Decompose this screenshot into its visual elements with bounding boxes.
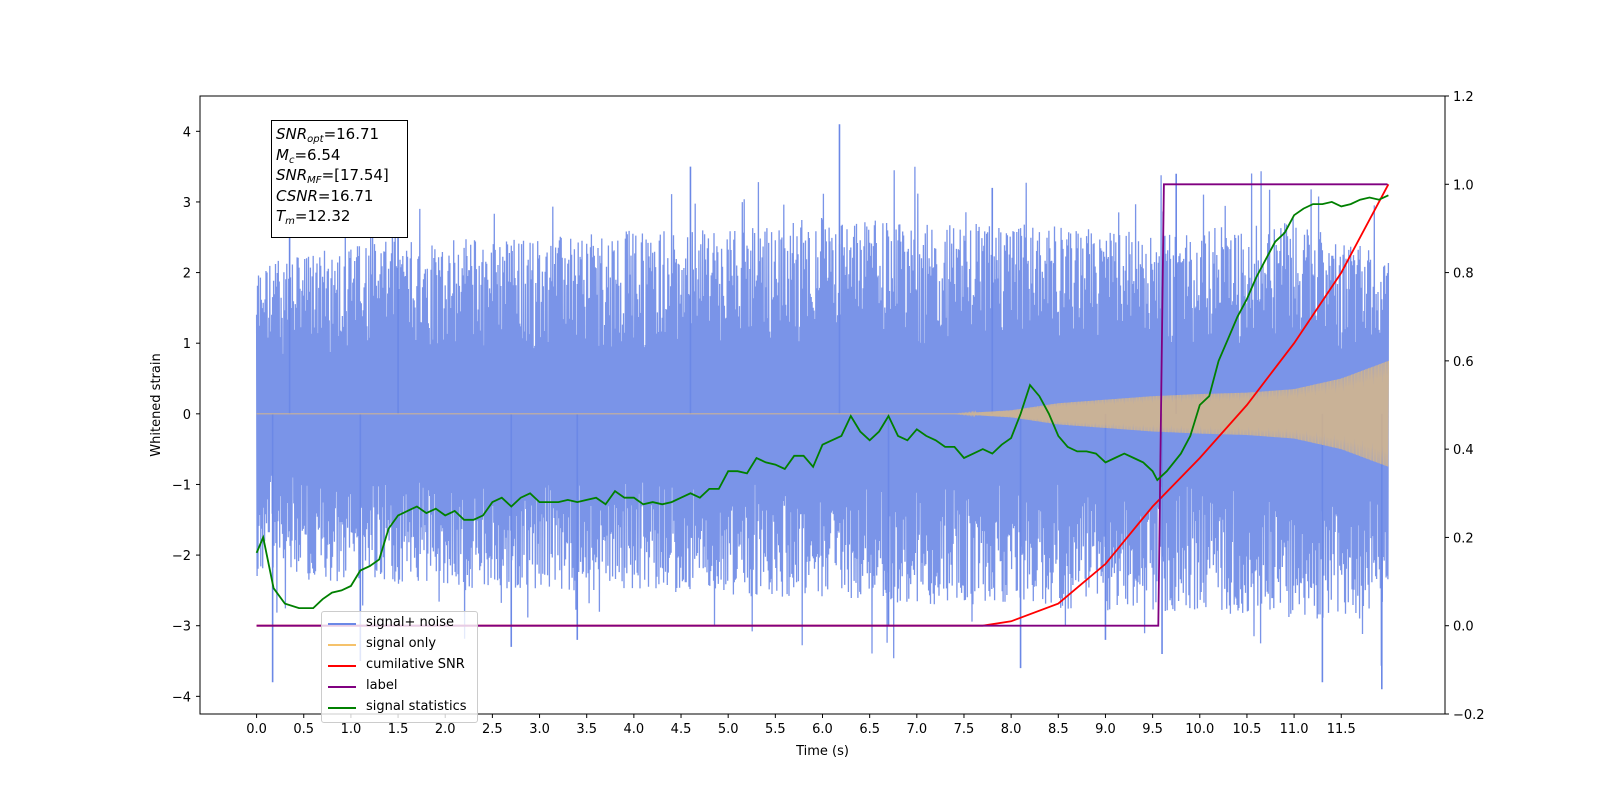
y-tick-label: 3 <box>183 196 191 211</box>
y-right-tick-label: 0.0 <box>1453 620 1474 635</box>
series-signal-statistics <box>255 194 1389 609</box>
stats-line-csnr: CSNR=16.71 <box>276 186 374 205</box>
x-tick-label: 9.5 <box>1142 722 1163 737</box>
x-tick-label: 0.0 <box>246 722 267 737</box>
x-tick-label: 5.0 <box>718 722 739 737</box>
x-tick-label: 3.5 <box>576 722 597 737</box>
y-tick-label: −1 <box>172 478 191 493</box>
x-tick-label: 2.5 <box>482 722 503 737</box>
x-axis-label: Time (s) <box>795 744 849 759</box>
y-tick-label: 0 <box>183 408 191 423</box>
legend-label: cumilative SNR <box>366 657 465 672</box>
x-tick-label: 0.5 <box>293 722 314 737</box>
legend-swatch <box>328 665 356 667</box>
y-axis-left: −4 −3 −2 −1 0 1 2 3 4 <box>172 125 200 705</box>
legend: signal+ noise signal only cumilative SNR… <box>321 611 478 723</box>
series-signal-only <box>256 360 1389 467</box>
legend-label: signal statistics <box>366 699 467 714</box>
x-tick-label: 9.0 <box>1095 722 1116 737</box>
legend-item-cumilative-snr: cumilative SNR <box>322 656 479 676</box>
y-tick-label: 1 <box>183 337 191 352</box>
x-tick-label: 7.0 <box>906 722 927 737</box>
legend-label: signal only <box>366 636 437 651</box>
y-right-tick-label: 0.8 <box>1453 267 1474 282</box>
y-right-tick-label: −0.2 <box>1453 708 1485 723</box>
x-tick-label: 3.0 <box>529 722 550 737</box>
x-tick-label: 8.0 <box>1001 722 1022 737</box>
x-tick-label: 10.0 <box>1185 722 1214 737</box>
stats-line-snr-opt: SNRopt=16.71 <box>276 125 380 145</box>
y-right-tick-label: 0.6 <box>1453 355 1474 370</box>
x-tick-label: 11.5 <box>1327 722 1356 737</box>
legend-item-signal-only: signal only <box>322 635 479 655</box>
x-tick-label: 6.0 <box>812 722 833 737</box>
y-tick-label: 2 <box>183 267 191 282</box>
y-tick-label: −3 <box>172 620 191 635</box>
x-tick-label: 1.5 <box>388 722 409 737</box>
x-axis: 0.0 0.5 1.0 1.5 2.0 2.5 3.0 3.5 4.0 4.5 5.0 5.5 6.0 6… <box>246 714 1356 737</box>
legend-item-signal-statistics: signal statistics <box>322 698 479 718</box>
stats-line-snr-mf: SNRMF=[17.54] <box>276 166 389 186</box>
x-tick-label: 10.5 <box>1232 722 1261 737</box>
y-axis-right: −0.2 0.0 0.2 0.4 0.6 0.8 1.0 1.2 <box>1445 90 1485 723</box>
x-tick-label: 1.0 <box>341 722 362 737</box>
x-tick-label: 8.5 <box>1048 722 1069 737</box>
legend-label: signal+ noise <box>366 615 455 630</box>
stats-annotation-box: SNRopt=16.71 Mc=6.54 SNRMF=[17.54] CSNR=… <box>271 120 408 238</box>
y-right-tick-label: 0.2 <box>1453 531 1474 546</box>
series-label <box>256 183 1388 627</box>
x-tick-label: 5.5 <box>765 722 786 737</box>
stats-line-mc: Mc=6.54 <box>276 145 341 166</box>
x-tick-label: 11.0 <box>1280 722 1309 737</box>
y-tick-label: −2 <box>172 549 191 564</box>
y-right-tick-label: 1.0 <box>1453 178 1474 193</box>
x-tick-label: 4.5 <box>671 722 692 737</box>
legend-swatch <box>328 707 356 709</box>
legend-label: label <box>366 678 398 693</box>
legend-swatch <box>328 686 356 688</box>
legend-swatch <box>328 623 356 625</box>
x-tick-label: 4.0 <box>624 722 645 737</box>
x-tick-label: 2.0 <box>435 722 456 737</box>
y-axis-label: Whitened strain <box>149 353 164 456</box>
x-tick-label: 7.5 <box>954 722 975 737</box>
y-tick-label: 4 <box>183 125 191 140</box>
y-right-tick-label: 1.2 <box>1453 90 1474 105</box>
legend-item-signal-noise: signal+ noise <box>322 614 479 634</box>
y-right-tick-label: 0.4 <box>1453 443 1474 458</box>
legend-swatch <box>328 644 356 646</box>
series-signal-noise-spikes <box>271 124 1383 690</box>
series-signal-noise <box>255 166 1390 666</box>
series-cumilative-snr <box>256 183 1390 627</box>
legend-item-label: label <box>322 677 479 697</box>
x-tick-label: 6.5 <box>859 722 880 737</box>
stats-line-tm: Tm=12.32 <box>276 207 351 227</box>
y-tick-label: −4 <box>172 690 191 705</box>
plot-area <box>255 124 1390 690</box>
